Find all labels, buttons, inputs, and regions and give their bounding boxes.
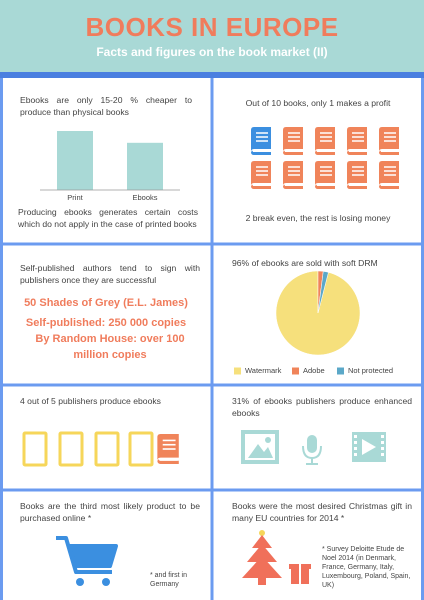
- bar: [127, 142, 163, 190]
- panel-text: 96% of ebooks are sold with soft DRM: [232, 258, 378, 268]
- legend-swatch: [292, 367, 299, 375]
- legend-swatch: [337, 367, 344, 375]
- panel-text: Books are the third most likely product …: [20, 501, 200, 523]
- book-icons: [250, 127, 400, 189]
- bar: [57, 131, 93, 190]
- header-band: [0, 0, 424, 72]
- panel-text: Self-published authors tend to sign with…: [20, 263, 200, 285]
- cart-icon: [56, 536, 118, 586]
- panel-caption: Producing ebooks generates certain costs…: [18, 207, 198, 229]
- pie-slice: [317, 271, 329, 314]
- bar-chart: Print Ebooks: [40, 131, 180, 202]
- legend-swatch: [234, 367, 241, 375]
- panel-text: 31% of ebooks publishers produce enhance…: [232, 396, 412, 418]
- panel-text: 4 out of 5 publishers produce ebooks: [20, 396, 161, 406]
- panel-caption: 2 break even, the rest is losing money: [245, 213, 391, 223]
- legend-label: Adobe: [303, 366, 325, 375]
- panel-text: Books were the most desired Christmas gi…: [232, 501, 412, 523]
- x-tick-label: Ebooks: [132, 193, 157, 202]
- panel-note: * and first in Germany: [150, 572, 187, 588]
- legend-label: Watermark: [245, 366, 282, 375]
- header-rule: [0, 72, 424, 78]
- x-tick-label: Print: [67, 193, 83, 202]
- media-icons: [241, 430, 386, 465]
- highlight: By Random House: over 100 million copies: [35, 333, 185, 361]
- highlight: Self-published: 250 000 copies: [25, 317, 187, 329]
- tablet-icons: [22, 431, 154, 467]
- panel-text: Ebooks are only 15-20 % cheaper to produ…: [20, 95, 192, 117]
- tree-icon: [242, 530, 311, 585]
- highlight: 50 Shades of Grey (E.L. James): [24, 297, 188, 309]
- panel-text: Out of 10 books, only 1 makes a profit: [245, 98, 391, 108]
- subtitle: Facts and figures on the book market (II…: [96, 45, 328, 59]
- panel-note: * Survey Deloitte Etude de Noel 2014 (in…: [322, 546, 411, 589]
- book-icon: [156, 434, 180, 464]
- panel-grid: [0, 78, 424, 600]
- legend-label: Not protected: [348, 366, 393, 375]
- title: BOOKS IN EUROPE: [85, 12, 339, 42]
- pie-chart: Watermark Adobe Not protected: [234, 270, 393, 375]
